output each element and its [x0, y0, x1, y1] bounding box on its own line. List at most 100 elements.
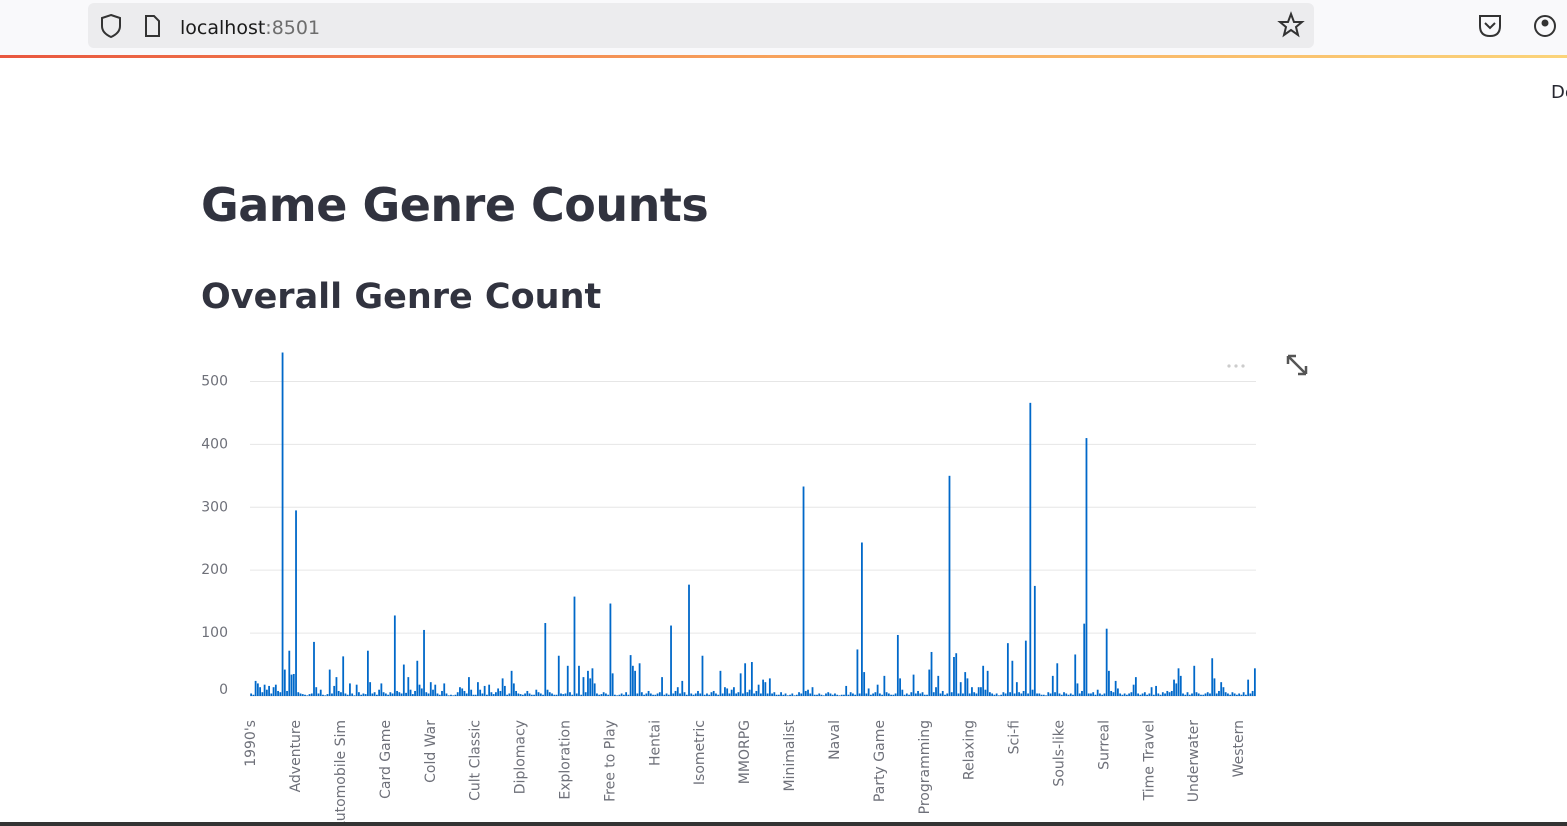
shield-icon[interactable]	[101, 13, 121, 39]
bar	[786, 695, 789, 696]
bar	[804, 690, 807, 696]
bar	[690, 693, 693, 696]
bar	[683, 692, 686, 696]
bar	[1013, 693, 1016, 696]
bar	[326, 694, 329, 696]
bar	[1128, 693, 1131, 696]
bar	[1175, 683, 1178, 696]
bar	[607, 694, 610, 696]
bar	[434, 684, 437, 696]
bar	[759, 693, 762, 696]
bar	[472, 694, 475, 696]
bar	[1150, 687, 1153, 696]
bar	[692, 694, 695, 696]
y-tick-label: 0	[219, 682, 228, 698]
bar	[411, 694, 414, 696]
bar	[324, 695, 327, 696]
bar	[373, 692, 376, 696]
bar	[425, 692, 428, 696]
bar	[820, 694, 823, 696]
bar	[1161, 692, 1164, 696]
bar	[903, 694, 906, 696]
bar	[1076, 683, 1079, 696]
bar	[932, 692, 935, 696]
bar	[1249, 693, 1252, 696]
x-tick-label: Cult Classic	[468, 720, 484, 801]
address-bar[interactable]: localhost:8501	[88, 3, 1314, 48]
bar	[950, 692, 953, 696]
bar	[894, 693, 897, 696]
bar	[557, 655, 560, 696]
bar	[1123, 693, 1126, 696]
bar	[701, 655, 704, 696]
bar	[908, 694, 910, 696]
bar	[917, 690, 919, 696]
bar	[771, 693, 773, 696]
bar	[560, 693, 562, 696]
menu-dot	[1227, 364, 1231, 368]
bar	[274, 684, 277, 696]
bar	[456, 692, 459, 696]
bar	[591, 668, 594, 696]
bar	[542, 694, 544, 696]
bar	[746, 692, 749, 696]
bar	[1229, 694, 1232, 696]
bar	[852, 693, 854, 696]
bar	[768, 678, 771, 696]
bar	[1042, 694, 1045, 696]
bar	[995, 693, 998, 696]
bar	[1114, 680, 1117, 696]
bar	[861, 542, 863, 696]
page-title: Game Genre Counts	[201, 178, 709, 232]
x-tick-label: Underwater	[1186, 720, 1202, 803]
bar	[263, 684, 266, 696]
bar	[941, 690, 944, 696]
bar	[569, 692, 571, 696]
bar	[838, 695, 841, 696]
bar	[791, 693, 794, 696]
bar	[1164, 693, 1166, 696]
bar	[1047, 692, 1050, 696]
bar	[1244, 694, 1247, 696]
bar	[728, 693, 731, 696]
fullscreen-icon[interactable]	[1286, 354, 1308, 376]
bar	[719, 670, 722, 696]
bar	[1101, 694, 1104, 696]
bar	[503, 685, 506, 696]
bar	[510, 670, 513, 696]
bar	[1036, 693, 1038, 696]
bar	[573, 596, 576, 696]
bar	[724, 687, 726, 696]
bar	[1078, 693, 1081, 696]
chart-menu[interactable]	[1227, 364, 1245, 368]
window-edge	[0, 822, 1567, 826]
bar	[519, 694, 522, 696]
bar	[1058, 693, 1061, 696]
bar	[398, 692, 401, 696]
bar	[553, 694, 556, 696]
url-host: localhost	[180, 17, 266, 39]
bar	[1134, 677, 1137, 696]
bar	[834, 693, 836, 696]
url[interactable]: localhost:8501	[180, 17, 320, 39]
bar	[887, 693, 890, 696]
deploy-button[interactable]: De	[1551, 82, 1567, 103]
bar	[535, 689, 538, 696]
bar	[427, 693, 430, 696]
bar	[997, 695, 1000, 696]
bar	[1152, 694, 1155, 696]
bar	[371, 693, 374, 696]
bar	[250, 693, 253, 696]
bar	[578, 665, 580, 696]
bar	[744, 663, 747, 696]
pocket-icon[interactable]	[1479, 15, 1501, 38]
bar	[1033, 585, 1036, 696]
bar	[297, 692, 300, 696]
bookmark-star[interactable]	[1277, 11, 1305, 38]
account-icon[interactable]	[1534, 15, 1556, 37]
bar	[589, 678, 592, 696]
bar	[551, 693, 553, 696]
bar	[1204, 693, 1207, 696]
bar	[766, 693, 769, 696]
bar	[1168, 692, 1171, 696]
